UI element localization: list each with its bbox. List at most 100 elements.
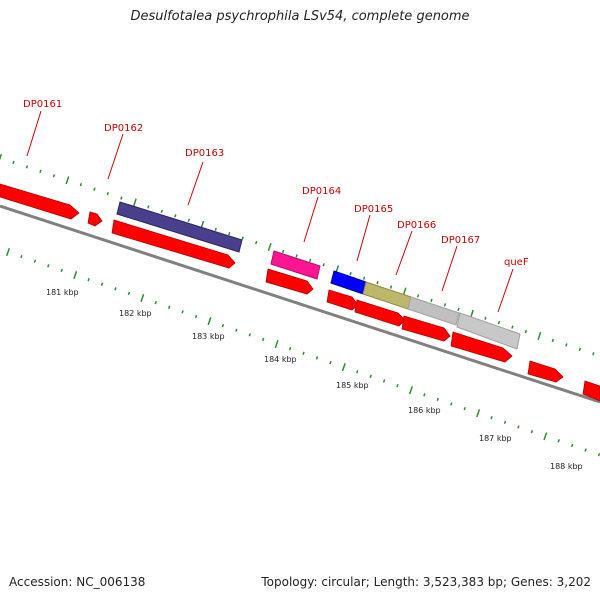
gene-arrow[interactable] (354, 299, 406, 327)
feature-gray-2[interactable] (456, 312, 521, 350)
tick-mark (274, 340, 279, 349)
gene-arrow-row (0, 183, 600, 402)
tick-mark (341, 363, 346, 372)
tick-mark (570, 443, 574, 448)
feature-gray-1[interactable] (407, 296, 460, 326)
tick-mark (60, 268, 63, 273)
tick-mark (376, 280, 379, 285)
tick-mark (114, 287, 117, 291)
tick-mark (221, 324, 225, 328)
tick-mark (65, 176, 70, 185)
tick-mark (382, 379, 386, 383)
gene-arrow[interactable] (111, 219, 236, 269)
tick-mark (0, 153, 3, 161)
tick-mark (39, 169, 42, 174)
tick-mark (302, 351, 305, 356)
tick-mark (484, 316, 487, 320)
map-title: Desulfotalea psychrophila LSv54, complet… (130, 9, 470, 24)
feature-pink[interactable] (270, 250, 321, 280)
tick-mark (87, 277, 90, 282)
tick-mark (408, 386, 414, 395)
tick-mark (349, 272, 352, 276)
tick-mark (436, 397, 440, 402)
feature-blue[interactable] (330, 270, 367, 295)
tick-mark (93, 187, 96, 191)
tick-mark (396, 383, 399, 388)
tick-mark (443, 303, 447, 307)
tick-mark (457, 307, 460, 311)
tick-mark (530, 429, 534, 434)
kbp-label: 185 kbp (336, 381, 369, 390)
gene-label-dp0166: DP0166 (397, 220, 436, 231)
tick-mark (281, 249, 285, 254)
tick-mark (207, 317, 212, 326)
tick-mark (33, 259, 37, 263)
tick-mark (584, 448, 587, 452)
tick-mark (154, 300, 157, 305)
kbp-label: 187 kbp (479, 434, 512, 443)
tick-mark (181, 310, 184, 314)
tick-mark (308, 258, 312, 263)
tick-mark (147, 205, 150, 209)
tick-mark (450, 402, 453, 406)
gene-arrow[interactable] (582, 380, 600, 402)
gene-arrow[interactable] (265, 268, 314, 295)
gene-labels: DP0161 DP0162 DP0163 DP0164 DP0165 DP016… (23, 99, 529, 268)
gene-label-dp0161: DP0161 (23, 99, 62, 110)
tick-mark (551, 338, 555, 343)
gene-arrow[interactable] (87, 211, 103, 227)
tick-mark (537, 331, 542, 341)
tick-mark (517, 425, 520, 429)
kbp-label: 184 kbp (264, 355, 297, 364)
gene-arrow[interactable] (401, 315, 451, 342)
tick-mark (543, 432, 548, 441)
tick-mark (389, 285, 393, 289)
tick-mark (267, 242, 272, 252)
gene-label-dp0167: DP0167 (441, 235, 480, 246)
kbp-label: 188 kbp (550, 462, 583, 471)
gene-arrow[interactable] (0, 183, 80, 220)
tick-mark (25, 165, 29, 169)
tick-mark (476, 409, 481, 418)
tick-mark (469, 309, 474, 318)
tick-mark (194, 314, 198, 319)
pointer-dp0167 (441, 245, 458, 292)
tick-mark (140, 294, 145, 303)
tick-mark (47, 264, 50, 268)
kbp-label: 181 kbp (46, 288, 79, 297)
feature-purple[interactable] (116, 201, 243, 253)
tick-mark (12, 160, 15, 165)
upper-tick-row (0, 153, 595, 356)
tick-mark (73, 270, 78, 280)
tick-mark (241, 236, 244, 240)
kbp-label: 186 kbp (408, 406, 441, 415)
gene-arrow[interactable] (326, 289, 359, 311)
tick-mark (261, 337, 265, 342)
tick-mark (248, 333, 252, 337)
gene-label-dp0162: DP0162 (104, 123, 143, 134)
gene-arrow[interactable] (527, 360, 564, 383)
pointer-dp0164 (303, 196, 319, 243)
gene-label-dp0165: DP0165 (354, 204, 393, 215)
tick-mark (167, 305, 171, 309)
tick-mark (430, 298, 433, 303)
tick-mark (228, 231, 231, 236)
tick-mark (402, 287, 407, 296)
tick-mark (187, 218, 191, 222)
tick-mark (120, 196, 123, 200)
tick-mark (52, 174, 56, 178)
tick-mark (597, 452, 600, 457)
tick-mark (356, 370, 359, 374)
genome-backbone (0, 204, 600, 404)
pointer-dp0163 (187, 161, 204, 206)
gene-arrow[interactable] (450, 331, 513, 363)
tick-mark (578, 347, 582, 352)
tick-mark (174, 214, 177, 218)
kbp-labels: 181 kbp 182 kbp 183 kbp 184 kbp 185 kbp … (46, 288, 583, 471)
tick-mark (288, 347, 292, 351)
tick-mark (592, 352, 595, 356)
tick-mark (106, 191, 110, 196)
tick-mark (511, 325, 514, 329)
lower-tick-row (5, 247, 600, 457)
kbp-label: 183 kbp (192, 332, 225, 341)
